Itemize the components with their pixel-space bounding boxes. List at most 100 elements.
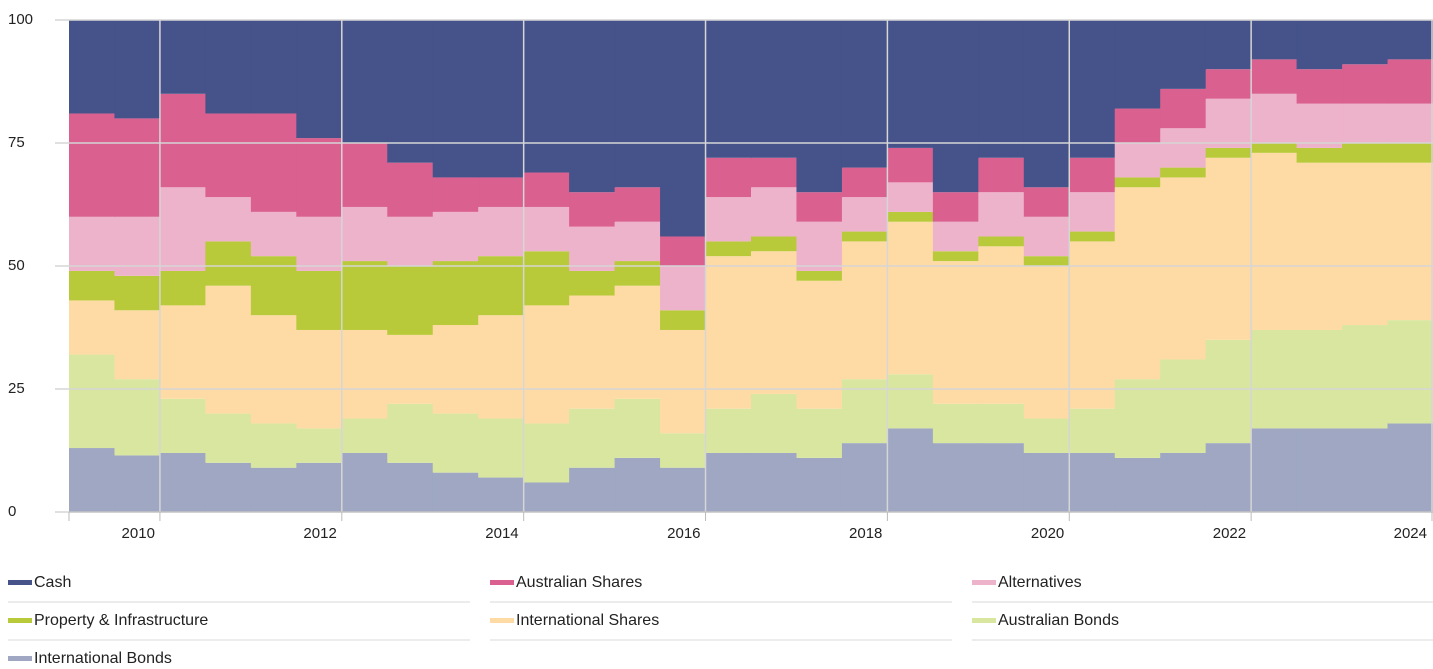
area-segment xyxy=(523,172,570,207)
y-tick-label: 50 xyxy=(8,257,25,274)
y-tick-label: 75 xyxy=(8,134,25,151)
area-segment xyxy=(841,443,888,512)
area-segment xyxy=(887,20,934,148)
legend-label: Alternatives xyxy=(998,574,1082,591)
area-segment xyxy=(705,197,752,242)
area-segment xyxy=(250,211,297,257)
area-segment xyxy=(296,270,343,330)
x-tick-label: 2012 xyxy=(303,525,336,542)
area-segment xyxy=(159,398,206,453)
area-segment xyxy=(1205,147,1252,158)
area-segment xyxy=(432,177,479,212)
area-segment xyxy=(887,428,934,512)
area-segment xyxy=(523,20,570,173)
area-segment xyxy=(705,256,752,409)
area-segment xyxy=(796,20,843,193)
area-segment xyxy=(1069,231,1116,242)
area-segment xyxy=(1023,418,1070,453)
area-segment xyxy=(569,226,616,271)
area-segment xyxy=(250,423,297,468)
area-segment xyxy=(796,457,843,512)
area-segment xyxy=(205,197,252,242)
area-segment xyxy=(205,285,252,414)
area-segment xyxy=(1342,162,1389,326)
area-segment xyxy=(660,467,707,512)
area-segment xyxy=(614,187,661,222)
area-segment xyxy=(523,482,570,512)
legend-label: Property & Infrastructure xyxy=(34,612,208,629)
area-segment xyxy=(1069,157,1116,193)
area-segment xyxy=(69,448,116,512)
area-segment xyxy=(887,182,934,212)
area-segment xyxy=(978,403,1025,444)
area-segment xyxy=(751,20,798,158)
legend-label: International Shares xyxy=(516,612,659,629)
area-segment xyxy=(660,236,707,266)
area-segment xyxy=(432,211,479,262)
area-segment xyxy=(387,403,434,463)
area-segment xyxy=(69,113,116,217)
area-segment xyxy=(614,457,661,512)
area-segment xyxy=(932,403,979,444)
area-segment xyxy=(1342,64,1389,104)
area-segment xyxy=(1296,147,1343,163)
area-segment xyxy=(705,20,752,158)
area-segment xyxy=(114,275,161,311)
area-segment xyxy=(1069,408,1116,453)
area-segment xyxy=(1114,187,1161,380)
x-tick-label: 2018 xyxy=(849,525,882,542)
area-segment xyxy=(159,20,206,94)
area-segment xyxy=(341,452,388,512)
area-segment xyxy=(341,329,388,419)
area-segment xyxy=(1296,428,1343,512)
area-segment xyxy=(1296,20,1343,70)
area-segment xyxy=(841,379,888,444)
area-segment xyxy=(978,192,1025,237)
legend: Cash Australian Shares Alternatives Propert… xyxy=(8,574,1433,667)
area-segment xyxy=(1069,452,1116,512)
area-segment xyxy=(523,423,570,483)
area-segment xyxy=(1160,177,1207,360)
area-segment xyxy=(1296,69,1343,104)
area-segment xyxy=(1023,20,1070,188)
x-tick-label: 2014 xyxy=(485,525,518,542)
area-segment xyxy=(205,20,252,114)
plot-area xyxy=(69,20,1433,512)
area-segment xyxy=(1160,359,1207,453)
area-segment xyxy=(114,216,161,276)
area-segment xyxy=(1387,143,1433,163)
area-segment xyxy=(1387,59,1433,104)
area-segment xyxy=(887,147,934,183)
area-segment xyxy=(660,329,707,434)
area-segment xyxy=(478,315,525,419)
area-segment xyxy=(1069,20,1116,158)
area-segment xyxy=(341,206,388,262)
area-segment xyxy=(432,472,479,512)
area-segment xyxy=(341,418,388,453)
area-segment xyxy=(1342,103,1389,143)
legend-swatch xyxy=(972,580,996,585)
area-segment xyxy=(1114,177,1161,188)
area-segment xyxy=(978,236,1025,247)
area-segment xyxy=(296,462,343,512)
x-tick-label: 2022 xyxy=(1213,525,1246,542)
area-segment xyxy=(296,428,343,463)
area-segment xyxy=(1205,157,1252,340)
area-segment xyxy=(796,221,843,271)
area-segment xyxy=(1342,325,1389,429)
area-segment xyxy=(387,20,434,163)
area-segment xyxy=(1251,20,1298,60)
area-segment xyxy=(114,20,161,119)
area-segment xyxy=(932,221,979,252)
area-segment xyxy=(69,20,116,114)
area-segment xyxy=(250,113,297,212)
area-segment xyxy=(705,452,752,512)
area-segment xyxy=(1114,379,1161,458)
area-segment xyxy=(1205,20,1252,70)
area-segment xyxy=(1205,69,1252,99)
area-segment xyxy=(341,261,388,330)
area-segment xyxy=(523,251,570,306)
area-segment xyxy=(1251,59,1298,94)
area-segment xyxy=(978,246,1025,404)
